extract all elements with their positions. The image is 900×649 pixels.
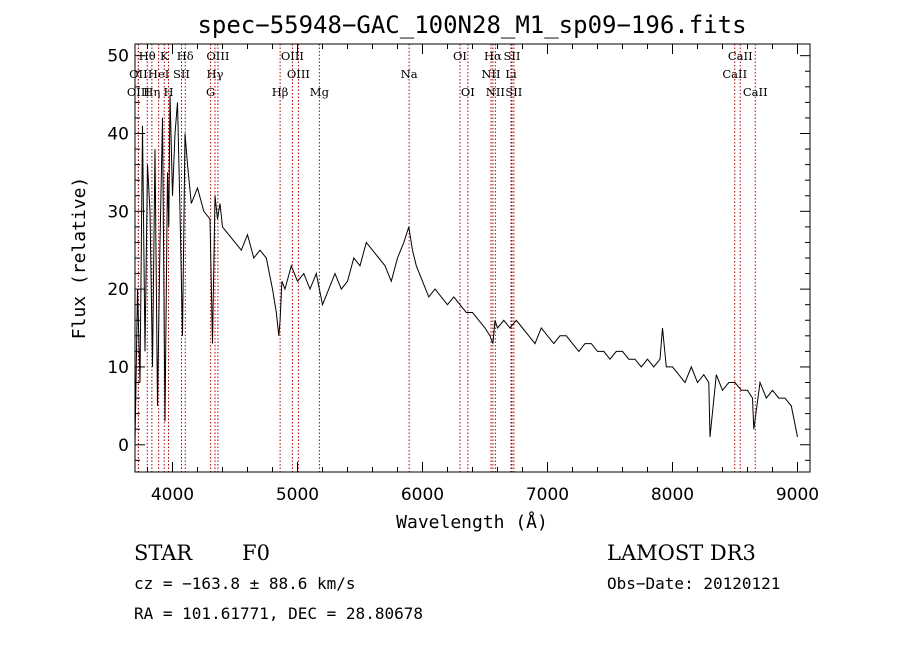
x-tick-label: 9000: [776, 485, 819, 505]
x-tick-label: 8000: [651, 485, 694, 505]
object-class: STAR: [134, 541, 193, 565]
x-axis-ticks: 4000 5000 6000 7000 8000 9000: [147, 44, 819, 505]
y-axis-label: Flux (relative): [69, 177, 90, 340]
x-tick-label: 5000: [276, 485, 319, 505]
ra-dec-coordinates: RA = 101.61771, DEC = 28.80678: [134, 604, 423, 623]
x-tick-label: 6000: [401, 485, 444, 505]
y-axis-ticks: 0 10 20 30 40 50: [107, 47, 810, 461]
line-label-19: Hη: [143, 85, 160, 99]
line-label-21: G: [206, 85, 215, 99]
line-label-10: HeI: [148, 67, 169, 81]
redshift-cz: cz = −163.8 ± 88.6 km/s: [134, 574, 356, 593]
x-tick-label: 7000: [526, 485, 569, 505]
line-label-22: Hβ: [272, 85, 289, 99]
y-tick-label: 50: [107, 47, 129, 67]
line-label-17: CaII: [722, 67, 747, 81]
plot-frame: [134, 43, 811, 473]
line-label-27: CaII: [743, 85, 768, 99]
line-label-3: OIII: [206, 49, 229, 63]
y-tick-label: 30: [107, 202, 129, 222]
y-tick-label: 0: [118, 436, 129, 456]
y-tick-label: 20: [107, 280, 129, 300]
line-label-16: Li: [505, 67, 517, 81]
line-label-4: OIII: [281, 49, 304, 63]
line-label-5: OI: [453, 49, 467, 63]
spectrum-series-line: [134, 94, 798, 445]
y-tick-label: 40: [107, 124, 129, 144]
line-label-0: Hθ: [139, 49, 156, 63]
line-label-25: NII: [486, 85, 505, 99]
line-label-6: Hα: [484, 49, 502, 63]
line-label-13: OIII: [287, 67, 310, 81]
line-label-18: OIII: [127, 85, 150, 99]
line-label-12: Hγ: [207, 67, 224, 81]
line-label-24: OI: [461, 85, 475, 99]
observation-date: Obs−Date: 20120121: [607, 574, 780, 593]
line-label-11: SII: [173, 67, 190, 81]
chart-title: spec−55948−GAC_100N28_M1_sp09−196.fits: [197, 11, 746, 39]
object-subclass: F0: [242, 541, 270, 565]
x-axis-label: Wavelength (Å): [396, 511, 548, 533]
line-label-9: OII: [129, 67, 148, 81]
survey-name: LAMOST DR3: [607, 541, 756, 565]
y-tick-label: 10: [107, 358, 129, 378]
line-label-8: CaII: [728, 49, 753, 63]
line-label-20: H: [163, 85, 173, 99]
spectral-line-markers: [137, 44, 756, 472]
line-label-2: Hδ: [177, 49, 194, 63]
line-label-14: Na: [401, 67, 418, 81]
line-label-15: NII: [481, 67, 500, 81]
line-label-1: K: [160, 49, 169, 63]
line-label-23: Mg: [310, 85, 330, 99]
line-label-26: SII: [505, 85, 522, 99]
x-tick-label: 4000: [151, 485, 194, 505]
line-label-7: SII: [504, 49, 521, 63]
